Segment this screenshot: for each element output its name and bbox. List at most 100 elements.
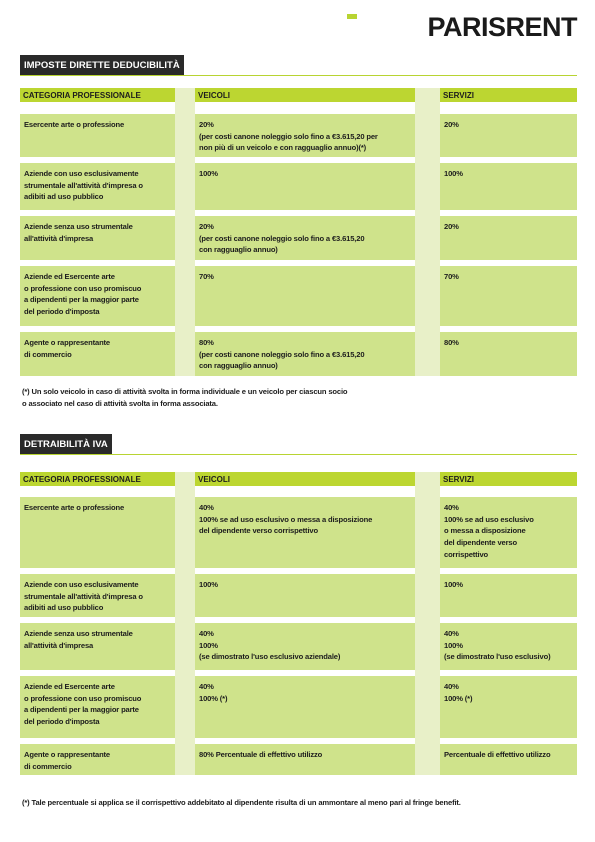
table-cell: 70% (195, 266, 415, 326)
cell-text: 20% (199, 222, 214, 231)
header-cell: CATEGORIA PROFESSIONALE (20, 472, 175, 486)
cell-text: all'attività d'impresa (24, 640, 94, 650)
footnote: (*) Un solo veicolo in caso di attività … (22, 386, 348, 409)
table-cell: Aziende con uso esclusivamente strumental… (20, 163, 175, 210)
table-cell: 20% (per costi canone noleggio solo fino … (195, 114, 415, 157)
cell-text: 80% Percentuale di effettivo utilizzo (199, 750, 323, 759)
cell-text: 100% se ad uso esclusivo (444, 514, 534, 524)
cell-text: di commercio (24, 761, 72, 771)
cell-text: 100% (*) (199, 693, 228, 703)
cell-text: 40% (444, 682, 459, 691)
cell-text: del dipendente verso corrispettivo (199, 526, 318, 536)
title-rule (20, 454, 577, 455)
footnote-line: (*) Tale percentuale si applica se il co… (22, 798, 461, 807)
cell-text: o professione con uso promiscuo (24, 283, 142, 293)
cell-text: Agente o rappresentante (24, 338, 111, 347)
table-cell: 40% 100% (se dimostrato l'uso esclusivo az… (195, 623, 415, 670)
cell-text: del periodo d'imposta (24, 717, 100, 727)
cell-text: adibiti ad uso pubblico (24, 603, 104, 613)
table-cell: 100% (195, 163, 415, 210)
cell-text: Aziende ed Esercente arte (24, 682, 115, 691)
cell-text: Aziende senza uso strumentale (24, 222, 133, 231)
table-cell: Aziende ed Esercente arte o professione c… (20, 676, 175, 738)
table-cell: Agente o rappresentante di commercio (20, 332, 175, 376)
table-cell: 40% 100% se ad uso esclusivo o messa a di… (195, 497, 415, 568)
cell-text: 100% (199, 640, 218, 650)
cell-text: o professione con uso promiscuo (24, 693, 142, 703)
cell-text: 40% (199, 503, 214, 512)
title-rule (20, 75, 577, 76)
cell-text: Esercente arte o professione (24, 120, 125, 129)
table-cell: 100% (440, 163, 577, 210)
cell-text: del periodo d'imposta (24, 307, 100, 317)
table-cell: 40% 100% (*) (195, 676, 415, 738)
cell-text: 20% (444, 222, 459, 231)
table-cell: Aziende senza uso strumentale all'attivit… (20, 216, 175, 260)
section-title: IMPOSTE DIRETTE DEDUCIBILITÀ (20, 55, 184, 75)
cell-text: 100% (444, 169, 463, 178)
cell-text: corrispettivo (444, 549, 489, 559)
table-cell: Esercente arte o professione (20, 497, 175, 568)
cell-text: a dipendenti per la maggior parte (24, 705, 139, 715)
table-cell: Aziende senza uso strumentale all'attivit… (20, 623, 175, 670)
cell-text: 70% (444, 272, 459, 281)
header-cell: SERVIZI (440, 88, 577, 102)
logo-accent (347, 14, 357, 19)
cell-text: 100% (444, 580, 463, 589)
logo: PARISRENT (427, 12, 577, 42)
table-cell: 80% (per costi canone noleggio solo fino … (195, 332, 415, 376)
cell-text: 20% (444, 120, 459, 129)
cell-text: strumentale all'attività d'impresa o (24, 591, 143, 601)
table-cell: Agente o rappresentante di commercio (20, 744, 175, 775)
cell-text: 70% (199, 272, 214, 281)
cell-text: Esercente arte o professione (24, 503, 125, 512)
cell-text: 40% (444, 503, 459, 512)
table-cell: Percentuale di effettivo utilizzo (440, 744, 577, 775)
cell-text: Aziende con uso esclusivamente (24, 169, 139, 178)
cell-text: 40% (199, 629, 214, 638)
cell-text: (per costi canone noleggio solo fino a €… (199, 233, 365, 243)
cell-text: Aziende senza uso strumentale (24, 629, 133, 638)
cell-text: 100% (*) (444, 693, 473, 703)
table-cell: 20% (per costi canone noleggio solo fino … (195, 216, 415, 260)
cell-text: del dipendente verso (444, 538, 517, 548)
column-gutter (415, 472, 440, 775)
cell-text: strumentale all'attività d'impresa o (24, 180, 143, 190)
cell-text: 40% (444, 629, 459, 638)
header-cell: VEICOLI (195, 88, 415, 102)
footnote-line: (*) Un solo veicolo in caso di attività … (22, 387, 348, 396)
column-gutter (175, 88, 195, 376)
table-cell: 20% (440, 114, 577, 157)
header-cell: SERVIZI (440, 472, 577, 486)
section-title: DETRAIBILITÀ IVA (20, 434, 112, 454)
cell-text: Aziende con uso esclusivamente (24, 580, 139, 589)
header-cell: VEICOLI (195, 472, 415, 486)
table-cell: 20% (440, 216, 577, 260)
cell-text: (per costi canone noleggio solo fino a €… (199, 349, 365, 359)
table-cell: 40% 100% (*) (440, 676, 577, 738)
table-cell: Aziende ed Esercente arte o professione c… (20, 266, 175, 326)
cell-text: con ragguaglio annuo) (199, 245, 278, 255)
table-cell: 40% 100% (se dimostrato l'uso esclusivo) (440, 623, 577, 670)
table-cell: 100% (195, 574, 415, 617)
table-cell: Esercente arte o professione (20, 114, 175, 157)
cell-text: a dipendenti per la maggior parte (24, 295, 139, 305)
cell-text: 100% (199, 580, 218, 589)
cell-text: all'attività d'impresa (24, 233, 94, 243)
table-cell: 100% (440, 574, 577, 617)
table-cell: Aziende con uso esclusivamente strumental… (20, 574, 175, 617)
table-cell: 70% (440, 266, 577, 326)
cell-text: 100% (444, 640, 463, 650)
cell-text: 100% (199, 169, 218, 178)
cell-text: 80% (444, 338, 459, 347)
cell-text: (se dimostrato l'uso esclusivo) (444, 652, 551, 662)
cell-text: 80% (199, 338, 214, 347)
cell-text: 40% (199, 682, 214, 691)
cell-text: o messa a disposizione (444, 526, 526, 536)
cell-text: non più di un veicolo e con ragguaglio a… (199, 143, 367, 153)
table-cell: 80% Percentuale di effettivo utilizzo (195, 744, 415, 775)
header-cell: CATEGORIA PROFESSIONALE (20, 88, 175, 102)
cell-text: di commercio (24, 349, 72, 359)
table-cell: 80% (440, 332, 577, 376)
